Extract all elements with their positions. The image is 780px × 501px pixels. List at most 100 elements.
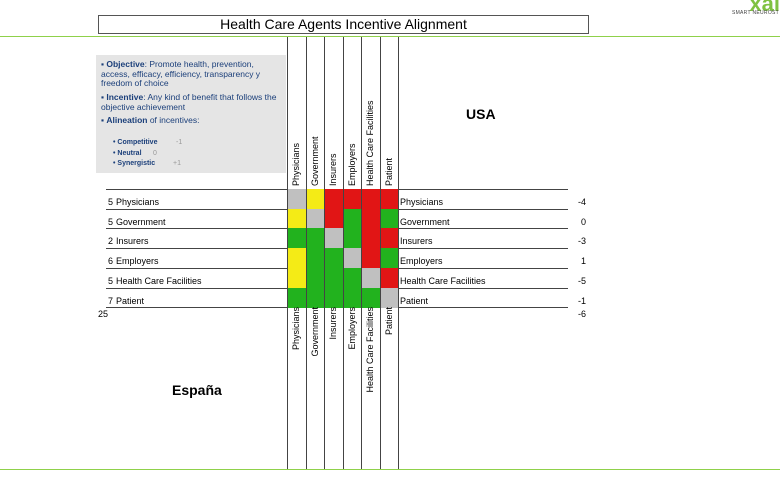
left-score: 5 (107, 275, 113, 286)
row-line-left (106, 189, 287, 190)
row-label-left: Government (116, 216, 166, 227)
matrix-cell-red (379, 228, 399, 249)
row-line-left (106, 267, 287, 269)
row-label-right: Health Care Facilities (400, 275, 486, 286)
column-label-bottom: Insurers (328, 307, 338, 340)
column-line (361, 37, 362, 469)
incentive-label: Incentive (106, 92, 144, 102)
legend-item-label: Synergistic (117, 160, 156, 167)
row-line-right (398, 307, 568, 309)
incentive-text: : Any kind of benefit that follows the o… (101, 92, 277, 112)
matrix-cell-gray (287, 189, 306, 210)
matrix-cell-yellow (305, 189, 325, 210)
column-label-top: Physicians (291, 142, 301, 186)
bottom-divider (0, 469, 780, 470)
matrix-cell-green (342, 287, 362, 308)
legend-item-neutral: • Neutral (113, 150, 142, 157)
matrix-cell-red (361, 228, 380, 249)
column-label-bottom: Physicians (291, 307, 301, 351)
matrix-cell-red (361, 208, 380, 229)
legend-item-value: 0 (153, 150, 157, 157)
right-score: -4 (577, 197, 586, 207)
left-score: 2 (107, 236, 113, 247)
right-total: -6 (577, 309, 586, 319)
legend-objective: ▪ Objective: Promote health, prevention,… (101, 59, 261, 88)
matrix-cell-green (379, 248, 399, 269)
matrix-cell-red (379, 267, 399, 288)
row-label-right: Physicians (400, 197, 444, 207)
legend-item-value: -1 (176, 139, 183, 146)
row-line-left (106, 208, 287, 210)
matrix-cell-red (324, 189, 343, 210)
row-line-right (398, 208, 568, 210)
row-label-right: Government (400, 216, 450, 227)
matrix-cell-yellow (287, 267, 306, 288)
row-label-left: Insurers (116, 236, 149, 247)
row-line-right (398, 248, 568, 250)
row-label-right: Employers (400, 256, 443, 267)
matrix-cell-yellow (287, 248, 306, 269)
matrix-cell-green (305, 287, 325, 308)
matrix-cell-gray (342, 248, 362, 269)
country-label-usa: USA (466, 106, 496, 122)
column-line (305, 37, 307, 469)
column-label-bottom: Government (309, 307, 320, 357)
matrix-cell-gray (324, 228, 343, 249)
matrix-cell-yellow (287, 208, 306, 229)
row-line-right (398, 228, 568, 230)
matrix-cell-green (379, 208, 399, 229)
matrix-cell-green (305, 248, 325, 269)
legend-item-label: Neutral (117, 150, 142, 157)
matrix-cell-gray (361, 267, 380, 288)
logo-mark: xai (749, 0, 780, 16)
row-line-right (398, 267, 568, 269)
matrix-cell-green (305, 267, 325, 288)
matrix-cell-red (342, 189, 362, 210)
objective-label: Objective (106, 59, 145, 69)
matrix-cell-gray (305, 208, 325, 229)
right-score: -5 (577, 275, 586, 286)
matrix-cell-red (324, 208, 343, 229)
row-line-left (106, 307, 287, 309)
column-line (398, 37, 399, 469)
row-label-left: Health Care Facilities (116, 275, 202, 286)
left-score: 5 (107, 197, 113, 207)
matrix-cell-green (287, 228, 306, 249)
legend-item-competitive: • Competitive (113, 139, 158, 146)
matrix-cell-green (324, 248, 343, 269)
matrix-cell-green (324, 267, 343, 288)
right-score: -1 (577, 295, 586, 306)
row-line-left (106, 287, 287, 289)
row-line-left (106, 228, 287, 230)
left-total: 25 (98, 309, 109, 319)
matrix-cell-red (361, 248, 380, 269)
column-label-bottom: Health Care Facilities (365, 307, 375, 393)
alineation-label: Alineation (106, 115, 148, 125)
legend-item-synergistic: • Synergistic (113, 160, 156, 167)
row-label-right: Insurers (400, 236, 433, 247)
column-label-top: Employers (346, 143, 357, 186)
right-score: -3 (577, 236, 586, 247)
row-label-left: Physicians (116, 197, 160, 207)
matrix-cell-red (379, 189, 399, 210)
left-score: 7 (107, 295, 113, 306)
alineation-text: of incentives: (147, 115, 200, 125)
column-line (342, 37, 344, 469)
matrix-cell-gray (379, 287, 399, 308)
right-score: 1 (580, 256, 586, 267)
page-title: Health Care Agents Incentive Alignment (98, 15, 589, 34)
column-label-top: Patient (383, 157, 394, 186)
logo: xai SMART NEUROST (728, 0, 780, 18)
left-score: 6 (107, 256, 113, 267)
legend-box: ▪ Objective: Promote health, prevention,… (96, 55, 286, 173)
column-label-top: Insurers (328, 153, 338, 186)
column-label-bottom: Patient (383, 307, 394, 336)
country-label-espana: España (172, 382, 222, 398)
top-divider (0, 36, 780, 37)
matrix-cell-green (342, 228, 362, 249)
legend-item-value: +1 (173, 160, 181, 167)
logo-subtitle: SMART NEUROST (731, 10, 779, 16)
column-label-top: Health Care Facilities (365, 100, 375, 186)
matrix-cell-green (342, 267, 362, 288)
row-line-right (398, 189, 568, 190)
